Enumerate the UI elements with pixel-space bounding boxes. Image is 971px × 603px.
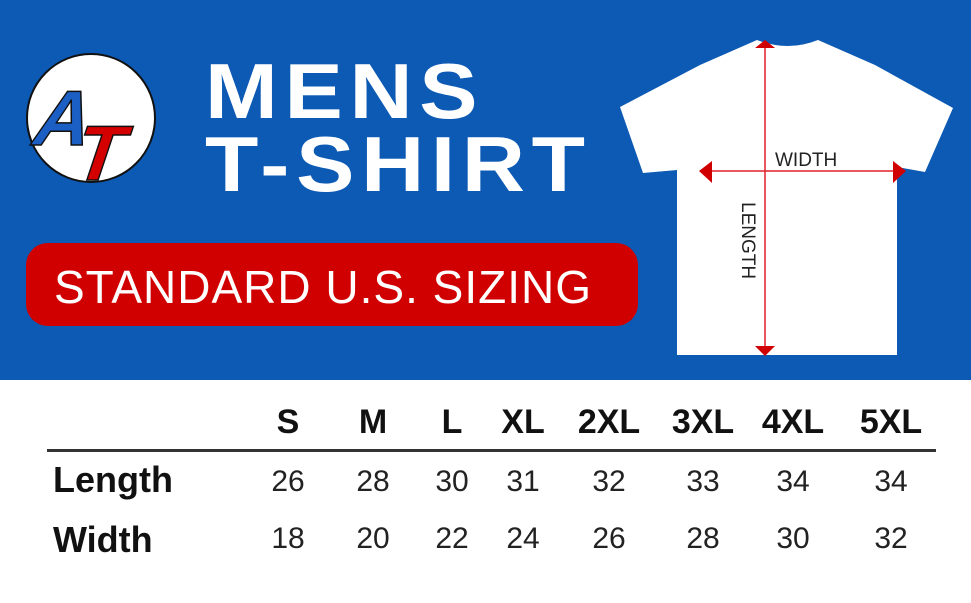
size-header: M [358, 403, 388, 441]
tshirt-icon [620, 40, 953, 355]
title-line-1: MENS [205, 47, 485, 135]
table-cell: 30 [776, 522, 810, 555]
size-header: 5XL [859, 403, 923, 441]
table-cell: 20 [356, 522, 390, 555]
table-cell: 22 [435, 522, 469, 555]
arrow-head-up [755, 40, 775, 48]
size-header: 4XL [761, 403, 825, 441]
table-cell: 26 [271, 465, 305, 498]
arrow-head-down [755, 346, 775, 356]
size-header: XL [501, 403, 545, 441]
at-logo: A T [26, 53, 156, 198]
size-header: 2XL [577, 403, 641, 441]
tshirt-diagram: WIDTH LENGTH [620, 40, 953, 356]
table-cell: 18 [271, 522, 305, 555]
arrow-head-right [893, 161, 906, 183]
table-cell: 34 [874, 465, 908, 498]
width-label: WIDTH [775, 150, 837, 171]
table-cell: 28 [686, 522, 720, 555]
table-cell: 24 [506, 522, 540, 555]
size-header: 3XL [671, 403, 735, 441]
sizing-badge: STANDARD U.S. SIZING [26, 243, 638, 326]
size-header: L [441, 403, 463, 441]
table-cell: 33 [686, 465, 720, 498]
table-cell: 28 [356, 465, 390, 498]
table-cell: 31 [506, 465, 540, 498]
table-cell: 34 [776, 465, 810, 498]
table-cell: 32 [874, 522, 908, 555]
table-cell: 32 [592, 465, 626, 498]
title-line-2: T-SHIRT [205, 120, 592, 208]
table-cell: 30 [435, 465, 469, 498]
length-label: LENGTH [737, 202, 758, 279]
sizing-badge-text: STANDARD U.S. SIZING [54, 261, 592, 313]
logo-letter-a: A [27, 74, 98, 162]
row-label-length: Length [53, 459, 173, 500]
table-cell: 26 [592, 522, 626, 555]
header-divider [47, 449, 936, 452]
row-label-width: Width [53, 519, 153, 560]
size-header: S [276, 403, 300, 441]
arrow-head-left [699, 161, 712, 183]
